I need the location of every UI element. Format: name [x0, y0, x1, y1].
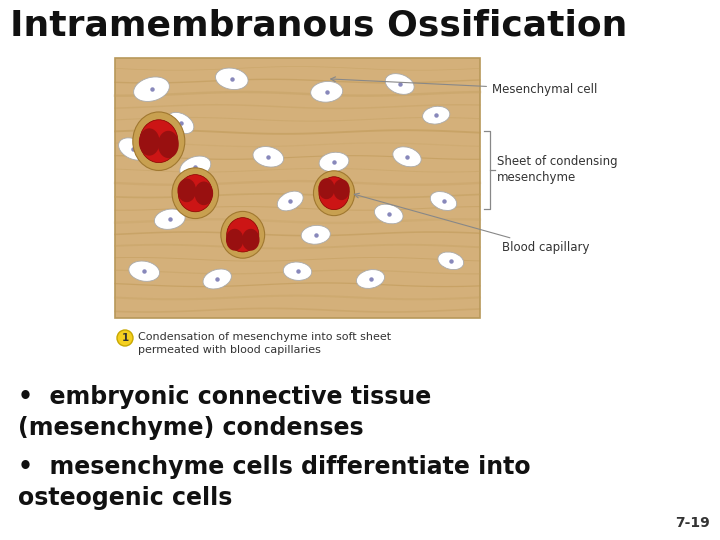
Text: Intramembranous Ossification: Intramembranous Ossification — [10, 8, 627, 42]
Ellipse shape — [318, 178, 335, 199]
Text: 1: 1 — [122, 333, 129, 343]
Ellipse shape — [356, 269, 384, 288]
Bar — [115, 58, 480, 318]
Ellipse shape — [310, 82, 343, 102]
Ellipse shape — [139, 129, 160, 156]
Ellipse shape — [154, 209, 185, 230]
Ellipse shape — [253, 146, 284, 167]
Ellipse shape — [319, 152, 349, 172]
Ellipse shape — [215, 68, 248, 90]
Ellipse shape — [168, 112, 194, 133]
Ellipse shape — [134, 77, 169, 102]
Ellipse shape — [301, 225, 330, 244]
Text: •  embryonic connective tissue
(mesenchyme) condenses: • embryonic connective tissue (mesenchym… — [18, 385, 431, 440]
Ellipse shape — [431, 192, 456, 211]
Ellipse shape — [374, 204, 403, 224]
Ellipse shape — [180, 156, 211, 178]
Ellipse shape — [393, 147, 421, 167]
Ellipse shape — [221, 211, 265, 258]
Text: Sheet of condensing
mesenchyme: Sheet of condensing mesenchyme — [497, 156, 618, 184]
Ellipse shape — [226, 229, 243, 251]
Ellipse shape — [129, 261, 160, 281]
Ellipse shape — [140, 120, 178, 163]
Ellipse shape — [228, 217, 257, 238]
Ellipse shape — [438, 252, 464, 269]
Ellipse shape — [313, 171, 354, 215]
Ellipse shape — [177, 179, 196, 202]
Ellipse shape — [172, 168, 219, 219]
Text: Mesenchymal cell: Mesenchymal cell — [330, 77, 598, 96]
Ellipse shape — [158, 131, 179, 158]
Ellipse shape — [203, 269, 231, 289]
Ellipse shape — [333, 179, 350, 200]
Ellipse shape — [283, 262, 312, 280]
Ellipse shape — [179, 174, 212, 212]
Text: 7-19: 7-19 — [675, 516, 710, 530]
Ellipse shape — [319, 177, 349, 210]
Ellipse shape — [242, 229, 259, 251]
Ellipse shape — [277, 191, 303, 211]
Text: •  mesenchyme cells differentiate into
osteogenic cells: • mesenchyme cells differentiate into os… — [18, 455, 531, 510]
Ellipse shape — [194, 181, 213, 205]
Text: Condensation of mesenchyme into soft sheet
permeated with blood capillaries: Condensation of mesenchyme into soft she… — [138, 332, 391, 355]
Ellipse shape — [423, 106, 450, 124]
Ellipse shape — [119, 138, 148, 160]
Text: Blood capillary: Blood capillary — [354, 193, 590, 254]
Ellipse shape — [132, 112, 185, 171]
Circle shape — [117, 330, 133, 346]
Ellipse shape — [385, 73, 414, 94]
Ellipse shape — [227, 218, 258, 252]
